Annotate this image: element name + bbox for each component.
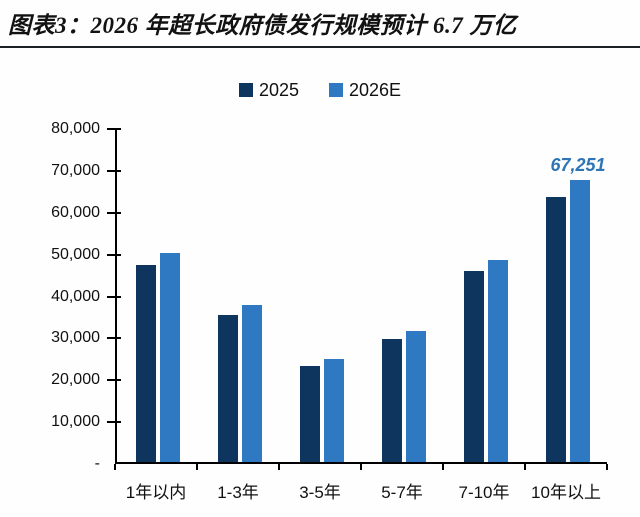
x-axis-tick-mark <box>606 464 608 470</box>
y-axis-tick-mark <box>107 169 121 172</box>
y-axis-tick-mark <box>107 128 121 130</box>
bar-2025-3-5年 <box>300 365 320 462</box>
y-axis-tick-label: 30,000 <box>51 329 100 347</box>
bar-2026E-7-10年 <box>488 259 508 462</box>
y-axis-tick-mark <box>107 253 121 256</box>
x-axis-category-label: 1-3年 <box>217 483 259 502</box>
x-axis-tick-mark <box>360 464 362 470</box>
y-axis-tick-label: 20,000 <box>51 371 100 389</box>
x-axis-category-label: 3-5年 <box>299 483 341 502</box>
y-axis-tick-mark <box>107 295 121 298</box>
x-axis-category-label: 7-10年 <box>458 483 510 502</box>
bar-2025-7-10年 <box>464 271 484 462</box>
y-axis-tick-label: 40,000 <box>51 287 100 305</box>
y-axis-tick-mark <box>107 337 121 340</box>
y-axis-tick-label: - <box>94 455 100 472</box>
bar-2025-1年以内 <box>136 265 156 462</box>
bar-data-label: 67,251 <box>550 155 606 176</box>
y-axis-tick-label: 50,000 <box>51 245 100 263</box>
bar-2026E-1-3年 <box>242 304 262 462</box>
plot-area <box>115 129 607 464</box>
bar-2025-5-7年 <box>382 339 402 462</box>
chart-title: 图表3：2026 年超长政府债发行规模预计 6.7 万亿 <box>8 13 517 38</box>
y-axis-tick-mark <box>107 211 121 214</box>
legend-item-2025: 2025 <box>238 79 299 101</box>
x-axis-category-label: 10年以上 <box>531 483 601 502</box>
legend-item-2026e: 2026E <box>328 79 402 101</box>
x-axis-tick-mark <box>442 464 444 470</box>
y-axis-tick-mark <box>107 421 121 424</box>
x-axis-category-label: 5-7年 <box>381 483 423 502</box>
legend: 2025 2026E <box>0 78 640 102</box>
x-axis-tick-mark <box>114 464 116 470</box>
x-axis-tick-mark <box>524 464 526 470</box>
legend-label-2026e: 2026E <box>348 79 402 100</box>
y-axis-tick-label: 60,000 <box>51 203 100 221</box>
bar-2026E-10年以上 <box>570 180 590 462</box>
bar-2026E-5-7年 <box>406 331 426 462</box>
x-axis-category-label: 1年以内 <box>125 483 187 502</box>
bar-2025-1-3年 <box>218 314 238 462</box>
legend-label-2025: 2025 <box>258 79 299 100</box>
legend-swatch-2025 <box>238 83 253 97</box>
y-axis-tick-mark <box>107 379 121 382</box>
bar-2026E-1年以内 <box>160 252 180 462</box>
x-axis-tick-mark <box>196 464 198 470</box>
y-axis-tick-label: 80,000 <box>51 120 100 137</box>
y-axis-tick-label: 70,000 <box>51 161 100 179</box>
title-divider <box>0 46 640 48</box>
x-axis-tick-mark <box>278 464 280 470</box>
bar-2025-10年以上 <box>546 196 566 462</box>
bar-2026E-3-5年 <box>324 359 344 462</box>
legend-swatch-2026e <box>328 83 343 97</box>
y-axis-tick-label: 10,000 <box>51 413 100 431</box>
